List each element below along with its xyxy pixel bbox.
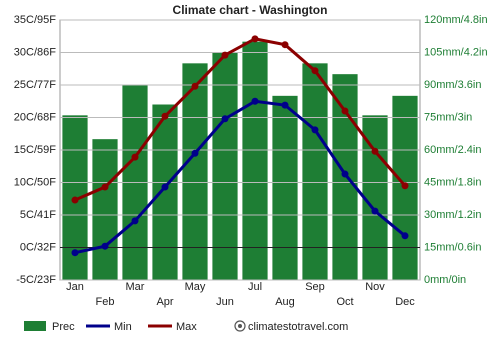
line [74,37,407,202]
y-tick-label: 15C/59F [14,144,56,156]
source-icon [234,320,246,332]
source: climatestotravel.com [248,321,348,333]
point [311,126,319,134]
bar [92,139,118,280]
bar [212,52,238,280]
y2-tick-label: 105mm/4.2in [424,46,488,58]
source-icon-dot [238,324,242,328]
y2-tick-label: 0mm/0in [424,274,466,286]
legend-label: Prec [52,321,75,333]
x-tick-label: Nov [365,281,385,293]
point [281,101,289,109]
bar [242,41,268,280]
bar [302,63,328,281]
point [161,112,169,120]
legend-label: Max [176,321,197,333]
line [74,99,406,255]
x-tick-label: Jul [248,281,262,293]
x-tick-label: Sep [305,281,325,293]
y-tick-label: 25C/77F [14,79,56,91]
legend-label: Min [114,321,132,333]
x-tick-label: Aug [275,296,295,308]
x-tick-label: Jan [66,281,84,293]
chart-title: Climate chart - Washington [173,3,328,17]
y-tick-label: -5C/23F [16,274,56,286]
point [221,51,229,59]
bar [182,63,208,281]
point [71,249,79,257]
y2-tick-label: 30mm/1.2in [424,209,481,221]
y2-tick-label: 75mm/3in [424,111,472,123]
point [161,183,169,191]
point [101,183,109,191]
point [311,67,319,75]
y2-tick-label: 120mm/4.8in [424,14,488,26]
point [221,115,229,123]
point [191,82,199,90]
x-tick-label: Apr [156,296,173,308]
point [251,35,259,43]
point [281,41,289,49]
y2-tick-label: 90mm/3.6in [424,79,481,91]
point [101,242,109,250]
point [401,182,409,190]
point [401,232,409,240]
x-tick-label: Oct [336,296,353,308]
x-tick-label: Mar [126,281,145,293]
y-tick-label: 20C/68F [14,111,56,123]
x-tick-label: Jun [216,296,234,308]
point [341,170,349,178]
x-tick-label: May [185,281,206,293]
bar [362,115,388,280]
y-tick-label: 0C/32F [20,241,56,253]
point [131,153,139,161]
y2-tick-label: 60mm/2.4in [424,144,481,156]
legend-swatch [24,321,46,331]
bar [272,95,298,280]
y-tick-label: 5C/41F [20,209,56,221]
y-tick-label: 10C/50F [14,176,56,188]
bar [152,104,178,280]
point [131,217,139,225]
y-tick-label: 35C/95F [14,14,56,26]
point [251,97,259,105]
y2-tick-label: 45mm/1.8in [424,176,481,188]
y-tick-label: 30C/86F [14,46,56,58]
x-tick-label: Dec [395,296,415,308]
point [341,107,349,115]
point [71,196,79,204]
point [371,147,379,155]
point [371,207,379,215]
x-tick-label: Feb [96,296,115,308]
point [191,149,199,157]
y2-tick-label: 15mm/0.6in [424,241,481,253]
